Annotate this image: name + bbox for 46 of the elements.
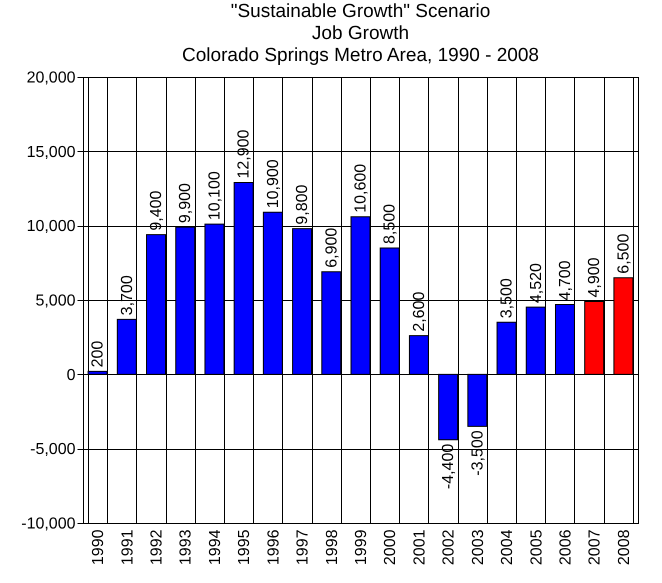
data-label: 10,900 — [264, 159, 282, 208]
data-label: 4,900 — [586, 257, 604, 298]
x-tick-label: 2007 — [586, 529, 604, 566]
x-tick-label: 1993 — [178, 529, 195, 566]
data-label: 9,900 — [177, 183, 194, 224]
data-label: 2,600 — [410, 292, 428, 332]
x-tick-label: 1994 — [206, 529, 224, 566]
data-label: -3,500 — [469, 430, 486, 476]
y-tick-label: 5,000 — [35, 292, 76, 310]
x-tick-label: 1991 — [119, 529, 136, 566]
x-tick-label: 1997 — [294, 529, 312, 566]
x-tick-label: 2006 — [557, 529, 574, 566]
data-label: 6,500 — [615, 234, 632, 274]
y-tick-label: -10,000 — [21, 516, 76, 532]
data-label: 200 — [90, 340, 107, 368]
x-tick-label: 1995 — [236, 529, 254, 566]
data-label: 3,700 — [118, 275, 136, 316]
data-label: 3,500 — [498, 278, 516, 318]
data-label: 9,400 — [148, 190, 166, 231]
data-label: 10,100 — [206, 171, 224, 220]
y-tick-label: -5,000 — [30, 441, 76, 458]
x-tick-label: 2004 — [499, 529, 516, 566]
x-tick-label: 2003 — [470, 529, 487, 566]
y-tick-label: 0 — [66, 366, 76, 384]
x-tick-label: 1999 — [353, 529, 370, 566]
chart-title: "Sustainable Growth" Scenario Job Growth Colorado Springs Metro Area, 1990 - 2008 — [182, 1, 539, 66]
x-tick-label: 2002 — [440, 529, 458, 566]
y-tick-label: 10,000 — [26, 218, 76, 236]
y-tick-label: 20,000 — [26, 70, 76, 86]
data-label: 8,500 — [382, 204, 399, 244]
data-label: 4,700 — [556, 260, 574, 300]
x-tick-label: 1990 — [90, 529, 108, 566]
x-tick-label: 2005 — [528, 529, 546, 566]
x-tick-label: 1992 — [148, 529, 166, 566]
data-label: -4,400 — [440, 444, 458, 490]
x-tick-label: 2001 — [411, 529, 428, 566]
x-tick-label: 1998 — [324, 529, 341, 566]
x-tick-label: 2008 — [616, 529, 633, 566]
data-label: 4,520 — [528, 262, 545, 304]
data-label: 6,900 — [323, 228, 340, 268]
y-tick-label: 15,000 — [26, 144, 76, 161]
x-tick-label: 2000 — [382, 529, 400, 566]
x-tick-label: 1996 — [265, 529, 282, 566]
data-label: 12,900 — [236, 130, 253, 179]
data-label: 9,800 — [294, 184, 312, 225]
data-label: 10,600 — [352, 164, 370, 213]
